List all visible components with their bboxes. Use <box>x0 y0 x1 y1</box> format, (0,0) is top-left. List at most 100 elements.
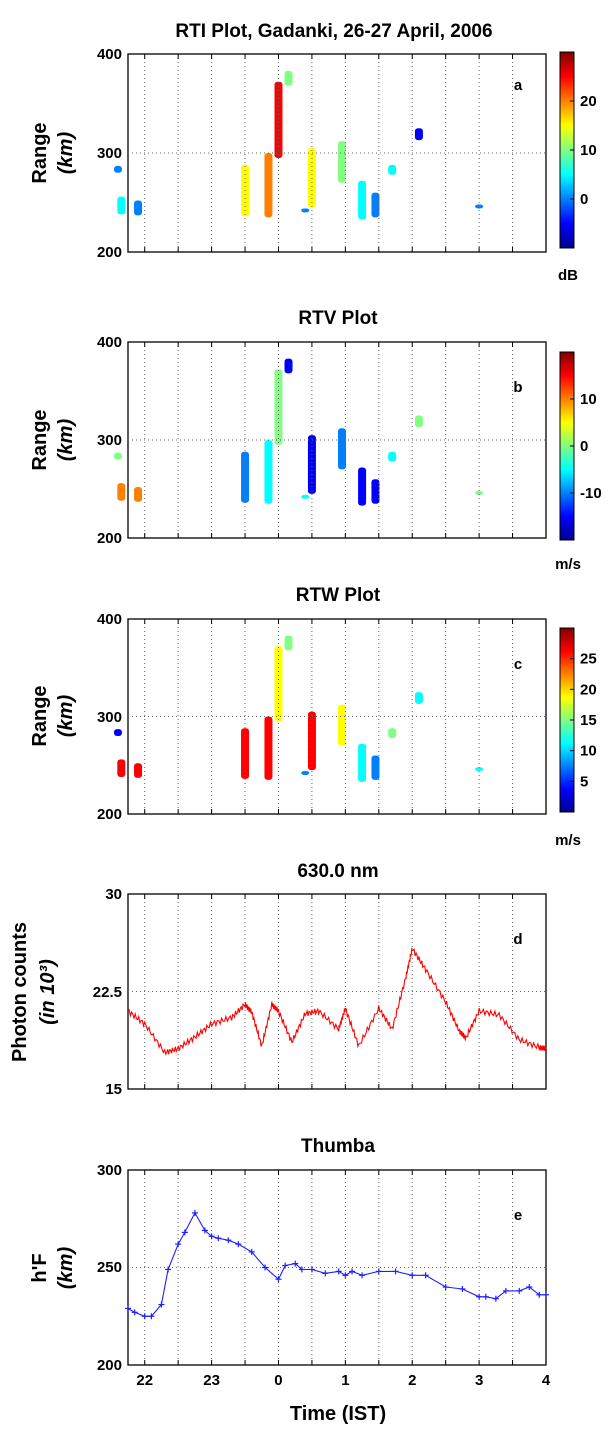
y-axis-unit: (km) <box>55 132 77 175</box>
echo-patch <box>264 716 273 780</box>
data-point-marker <box>459 1285 466 1292</box>
echo-patch <box>414 692 423 704</box>
echo-patch <box>475 490 484 495</box>
chart-title: RTW Plot <box>296 585 381 606</box>
data-point-marker <box>442 1284 449 1290</box>
data-point-marker <box>225 1237 232 1244</box>
y-tick-label: 300 <box>97 145 122 162</box>
grid-layer <box>128 619 546 814</box>
echo-patch <box>307 711 316 771</box>
data-point-marker <box>181 1229 188 1236</box>
echo-layer <box>113 70 484 220</box>
echo-patch <box>117 196 126 215</box>
data-point-marker <box>322 1270 329 1277</box>
colorbar-tick-label: 10 <box>580 743 597 760</box>
y-axis-unit: (km) <box>55 419 77 462</box>
x-tick-label: 3 <box>475 1372 483 1389</box>
line-layer <box>127 947 547 1056</box>
data-point-marker <box>125 1305 131 1312</box>
echo-patch <box>113 452 122 460</box>
data-point-marker <box>215 1235 222 1242</box>
echo-patch <box>371 192 380 218</box>
echo-patch <box>113 165 122 173</box>
series-line <box>127 947 547 1056</box>
echo-patch <box>358 180 367 220</box>
echo-patch <box>284 635 293 651</box>
grid-layer <box>128 54 546 252</box>
data-point-marker <box>131 1309 138 1316</box>
colorbar: 5 10 15 20 25 <box>559 627 597 813</box>
echo-patch <box>371 755 380 780</box>
colorbar-unit: m/s <box>555 832 581 849</box>
colorbar-unit: m/s <box>555 556 581 573</box>
panel-hprime-f: Thumba 300 250 200 h'F (km) e 22 23 0 1 2 3 4 … <box>29 1136 551 1425</box>
echo-patch <box>388 728 397 738</box>
data-point-marker <box>335 1268 342 1275</box>
data-point-marker <box>165 1266 172 1273</box>
y-tick-label: 300 <box>97 709 122 726</box>
echo-patch <box>264 153 273 218</box>
echo-patch <box>134 763 143 778</box>
chart-title: RTV Plot <box>298 308 378 329</box>
y-tick-label: 200 <box>97 530 122 547</box>
data-point-marker <box>422 1272 429 1279</box>
echo-patch <box>113 729 122 736</box>
echo-patch <box>301 771 310 775</box>
colorbar: 0 10 20 <box>559 51 597 249</box>
y-tick-label: 200 <box>97 1357 122 1374</box>
y-axis-unit: (in 10³) <box>37 959 59 1025</box>
colorbar-tick-label: 20 <box>580 681 597 698</box>
echo-patch <box>274 81 283 158</box>
line-layer <box>125 1209 549 1320</box>
x-tick-label: 2 <box>408 1372 416 1389</box>
x-tick-label: 23 <box>203 1372 220 1389</box>
colorbar-tick-label: 25 <box>580 651 597 668</box>
panel-letter: e <box>514 1207 522 1224</box>
data-point-marker <box>282 1262 289 1269</box>
y-tick-label: 300 <box>97 1162 122 1179</box>
y-axis-label: Photon counts <box>9 922 31 1062</box>
y-axis-label: Range <box>29 122 51 183</box>
y-axis-label: Range <box>29 409 51 470</box>
echo-patch <box>338 141 347 183</box>
y-axis-unit: (km) <box>55 695 77 738</box>
colorbar-tick-label: 15 <box>580 712 597 729</box>
colorbar-tick-label: 20 <box>580 93 597 110</box>
data-point-marker <box>409 1272 416 1279</box>
echo-patch <box>358 467 367 506</box>
data-point-marker <box>158 1301 165 1308</box>
colorbar-tick-label: 10 <box>580 142 597 159</box>
series-line <box>127 1211 546 1317</box>
data-point-marker <box>543 1291 549 1298</box>
y-axis-label: Range <box>29 685 51 746</box>
echo-patch <box>284 70 293 86</box>
echo-patch <box>358 743 367 782</box>
echo-patch <box>274 369 283 445</box>
x-tick-labels: 22 23 0 1 2 3 4 <box>136 1372 550 1389</box>
data-point-marker <box>262 1264 269 1271</box>
data-point-marker <box>476 1293 483 1300</box>
echo-patch <box>284 358 293 374</box>
panel-letter: d <box>513 931 522 948</box>
echo-patch <box>475 767 484 772</box>
colorbar-tick-label: 0 <box>580 191 588 208</box>
data-point-marker <box>349 1268 356 1275</box>
echo-patch <box>301 208 310 213</box>
y-tick-label: 200 <box>97 244 122 261</box>
echo-patch <box>117 483 126 501</box>
y-tick-label: 15 <box>105 1081 122 1098</box>
data-point-marker <box>392 1268 399 1275</box>
colorbar-tick-label: 10 <box>580 391 597 408</box>
grid-layer <box>128 894 546 1089</box>
echo-patch <box>338 704 347 746</box>
y-tick-label: 22.5 <box>93 984 122 1001</box>
echo-patch <box>338 428 347 470</box>
data-point-marker <box>275 1276 282 1283</box>
panel-airglow: 630.0 nm 30 22.5 15 Photon counts (in 10… <box>9 861 547 1098</box>
y-tick-label: 400 <box>97 334 122 351</box>
y-axis-unit: (km) <box>55 1247 77 1290</box>
data-point-marker <box>175 1241 182 1248</box>
echo-patch <box>264 440 273 504</box>
echo-patch <box>117 759 126 777</box>
